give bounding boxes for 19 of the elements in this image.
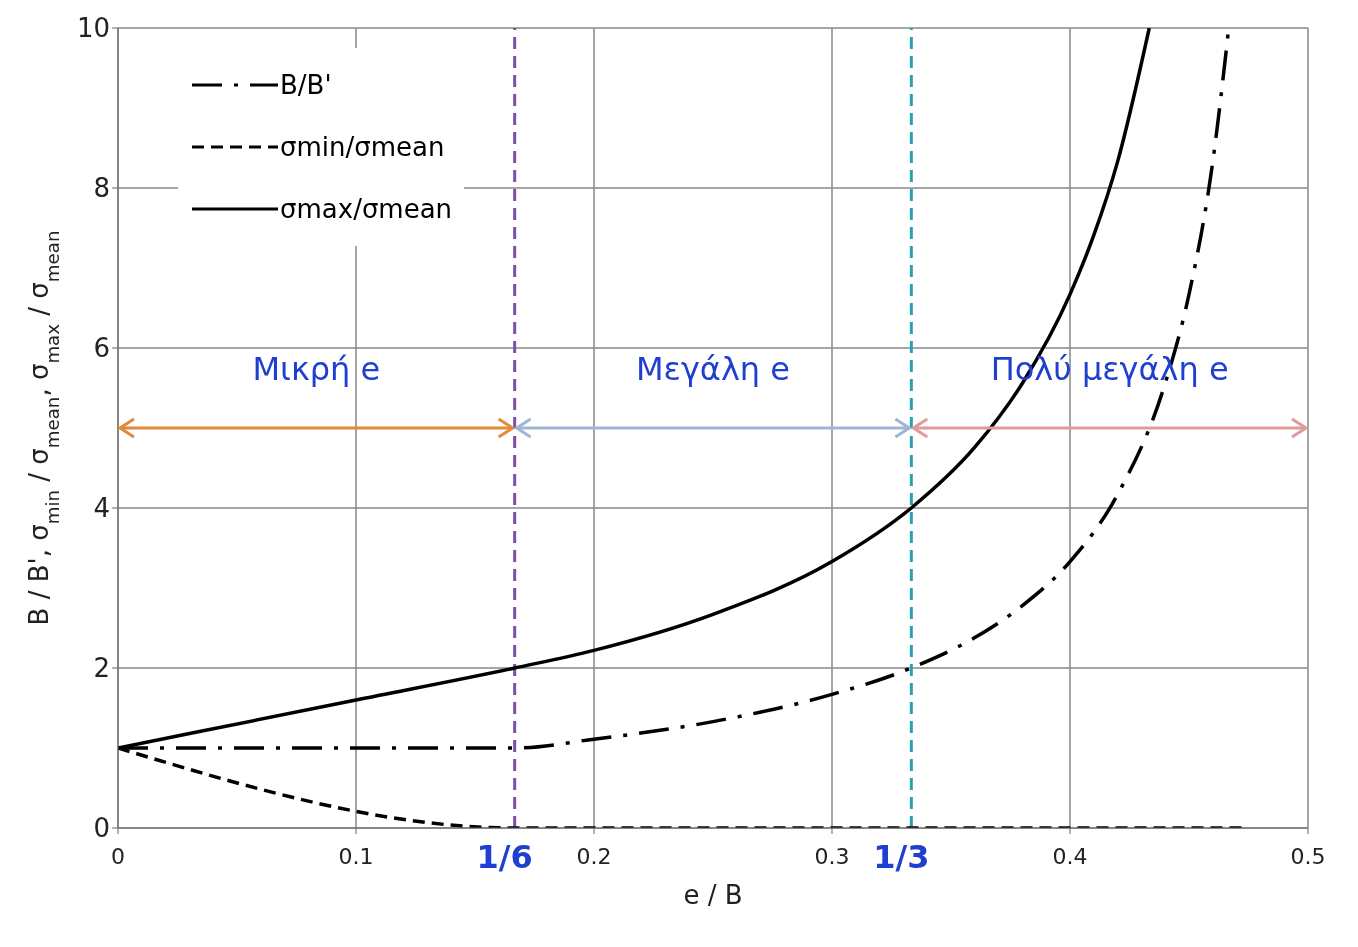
y-tick-label: 6 [93, 333, 110, 364]
y-tick-label: 0 [93, 813, 110, 844]
legend-label: B/B' [280, 70, 332, 100]
x-axis-title: e / B [683, 880, 743, 910]
y-tick-label: 2 [93, 653, 110, 684]
x-tick-label: 0.1 [338, 843, 374, 869]
x-tick-label: 0.3 [814, 843, 850, 869]
annotation: Μεγάλη e [635, 350, 791, 388]
x-tick-label: 0.4 [1052, 843, 1088, 869]
x-tick-label: 0.2 [576, 843, 612, 869]
y-tick-label: 10 [76, 13, 110, 44]
legend-label: σmin/σmean [280, 132, 445, 162]
y-tick-label: 4 [93, 493, 110, 524]
y-tick-label: 8 [93, 173, 110, 204]
legend-label: σmax/σmean [280, 194, 453, 224]
annotation: Μικρή e [252, 350, 381, 388]
annotation: 1/3 [873, 838, 930, 876]
annotation: 1/6 [476, 838, 533, 876]
x-tick-label: 0.5 [1290, 843, 1326, 869]
